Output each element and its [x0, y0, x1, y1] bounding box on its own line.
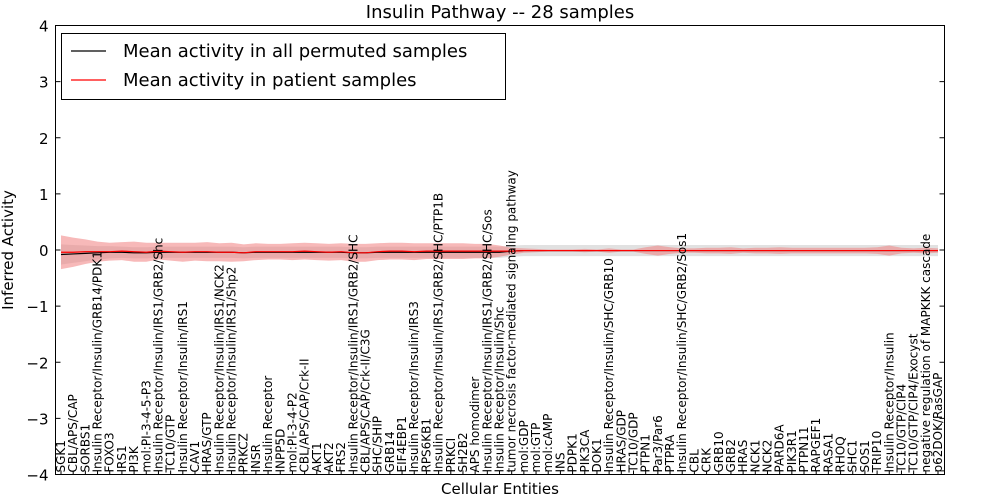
y-axis-label: Inferred Activity: [0, 190, 17, 310]
x-tick-label: mol:PI-3-4-5-P3: [139, 380, 153, 472]
legend-box: [61, 33, 506, 100]
x-tick-label: mol:PI-3-4-P2: [285, 392, 299, 472]
x-tick-label: CBL/APS/CAP: [66, 394, 80, 472]
x-tick-label: TC10/GTP/CIP4: [894, 384, 908, 474]
x-tick-label: PTPN11: [797, 426, 811, 472]
x-tick-label: Insulin Receptor/Insulin/IRS1/GRB2/SHC/P…: [432, 193, 446, 473]
x-tick-label: Insulin Receptor/Insulin/IRS1/Shp2: [225, 267, 239, 473]
x-tick-label: Insulin Receptor/Insulin: [882, 332, 896, 472]
x-tick-label: Insulin Receptor/Insulin/IRS3: [407, 301, 421, 472]
x-tick-label: AKT1: [310, 442, 324, 472]
x-tick-label: Insulin Receptor/Insulin/IRS1/GRB2/SHC: [346, 235, 360, 473]
x-tick-label: INS: [553, 452, 567, 472]
x-tick-label: mol:GDP: [517, 420, 531, 472]
x-tick-label: HRAS/GDP: [614, 410, 628, 473]
y-tick-label: −2: [26, 354, 48, 372]
x-tick-label: RPS6KB1: [419, 418, 433, 473]
x-tick-label: Insulin Receptor/Insulin/GRB14/PDK1: [91, 251, 105, 472]
x-tick-label: tumor necrosis factor-mediated signaling…: [505, 170, 519, 472]
x-tick-label: FOXO3: [103, 432, 117, 472]
x-tick-label: IRS1: [115, 445, 129, 472]
y-tick-label: 0: [39, 242, 49, 260]
x-tick-label: SHC1: [846, 440, 860, 473]
y-tick-label: 3: [39, 74, 49, 92]
x-tick-label: CRK: [700, 447, 714, 473]
x-tick-label: TC10/GDP: [626, 412, 640, 473]
x-tick-label: PI3K: [127, 445, 141, 472]
y-tick-label: 1: [39, 186, 49, 204]
x-tick-label: Insulin Receptor/Insulin/IRS1: [176, 301, 190, 472]
y-tick-label: 4: [39, 18, 49, 36]
legend: Mean activity in all permuted samples Me…: [61, 33, 506, 100]
x-tick-label: APS homodimer: [468, 377, 482, 473]
x-tick-label: Insulin Receptor/Insulin/Shc: [493, 306, 507, 472]
x-tick-label: Insulin Receptor/Insulin/IRS1/NCK2: [212, 264, 226, 472]
x-tick-label: TC10/GTP: [164, 415, 178, 474]
x-tick-label: SH2B2: [456, 432, 470, 472]
y-tick-label: −1: [26, 298, 48, 316]
x-tick-label: Insulin Receptor/Insulin/IRS1/GRB2/SHC/S…: [480, 209, 494, 472]
x-tick-label: GRB14: [383, 431, 397, 472]
x-tick-label: CBL: [687, 449, 701, 473]
x-tick-label: Insulin Receptor/Insulin/SHC/GRB10: [602, 258, 616, 472]
x-tick-label: PIK3R1: [785, 430, 799, 472]
x-tick-label: HRAS/GTP: [200, 412, 214, 472]
x-tick-label: TRIP10: [870, 431, 884, 474]
x-tick-label: HRAS: [736, 440, 750, 473]
x-tick-label: mol:cAMP: [541, 414, 555, 473]
x-tick-label: TC10/GTP/CIP4/Exocyst: [907, 333, 921, 473]
x-tick-label: SGK1: [54, 440, 68, 472]
x-tick-label: p62DOK/RasGAP: [931, 373, 945, 473]
chart-title: Insulin Pathway -- 28 samples: [366, 2, 634, 23]
x-tick-label: mol:GTP: [529, 423, 543, 473]
legend-label-permuted: Mean activity in all permuted samples: [123, 41, 467, 62]
x-tick-label: RASA1: [821, 433, 835, 473]
x-tick-label: PTPRA: [663, 434, 677, 473]
x-tick-label: FRS2: [334, 442, 348, 473]
legend-label-patient: Mean activity in patient samples: [123, 70, 417, 91]
x-tick-label: CBL/APS/CAP/Crk-II/C3G: [359, 329, 373, 472]
y-axis-ticks: 4 3 2 1 0 −1 −2 −3 −4: [26, 18, 945, 485]
x-tick-label: PRKCZ: [237, 433, 251, 472]
x-tick-label: GRB2: [724, 439, 738, 473]
x-tick-label: SOS1: [858, 440, 872, 472]
y-tick-label: 2: [39, 130, 49, 148]
x-tick-label: negative regulation of MAPKKK cascade: [919, 234, 933, 473]
x-tick-label: PRKCI: [444, 438, 458, 473]
x-tick-label: INSR: [249, 444, 263, 472]
x-tick-label: SHC/SHIP: [371, 416, 385, 472]
x-tick-label: Insulin Receptor/Insulin/IRS1/GRB2/Shc: [151, 238, 165, 473]
x-tick-label: CBL/APS/CAP/Crk-II: [298, 359, 312, 473]
plot-frame: [55, 25, 945, 475]
x-tick-label: DOK1: [590, 438, 604, 472]
x-tick-label: Par3/Par6: [651, 415, 665, 472]
x-tick-label: PIK3CA: [578, 429, 592, 473]
x-axis-label: Cellular Entities: [441, 480, 559, 498]
x-tick-label: Insulin Receptor: [261, 376, 275, 473]
x-tick-label: Insulin Receptor/Insulin/SHC/GRB2/Sos1: [675, 233, 689, 473]
x-tick-label: CAV1: [188, 441, 202, 473]
x-tick-label: PARD6A: [773, 424, 787, 473]
x-tick-label: SORBS1: [78, 424, 92, 473]
line-patient-mean: [61, 249, 938, 254]
x-tick-label: RAPGEF1: [809, 418, 823, 473]
x-tick-label: NCK2: [760, 440, 774, 473]
x-tick-label: GRB10: [712, 431, 726, 472]
x-tick-label: PDPK1: [566, 433, 580, 472]
x-tick-label: RHOQ: [834, 436, 848, 472]
x-tick-label: AKT2: [322, 442, 336, 472]
x-tick-label: EIF4EBP1: [395, 416, 409, 472]
x-tick-label: INPP5D: [273, 429, 287, 473]
x-tick-label: NCK1: [748, 440, 762, 473]
y-tick-label: −4: [26, 467, 48, 485]
mean-activity-lines: [60, 249, 938, 256]
x-tick-label: PTPN1: [639, 434, 653, 472]
y-tick-label: −3: [26, 410, 48, 428]
